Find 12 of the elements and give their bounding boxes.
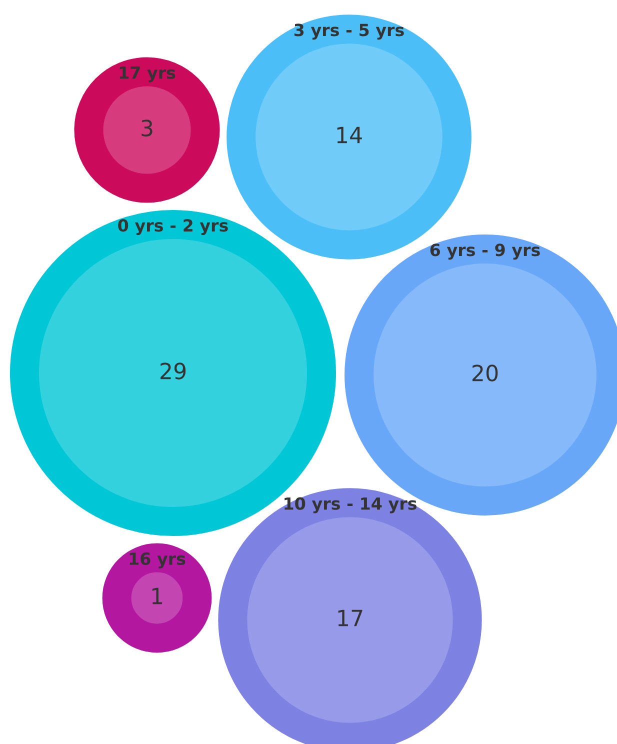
category-label: 6 yrs - 9 yrs [430,244,540,260]
category-label: 16 yrs [130,552,186,568]
category-label: 3 yrs - 5 yrs [294,24,404,40]
data-label: 14 [337,126,362,144]
data-label: 1 [152,588,162,604]
data-label: 20 [472,364,498,382]
category-label: 17 yrs [120,66,176,82]
data-label: 29 [160,362,186,380]
data-label: 3 [142,120,152,136]
category-label: 0 yrs - 2 yrs [118,219,228,236]
category-label: 10 yrs - 14 yrs [284,497,416,514]
data-label: 17 [338,610,362,626]
